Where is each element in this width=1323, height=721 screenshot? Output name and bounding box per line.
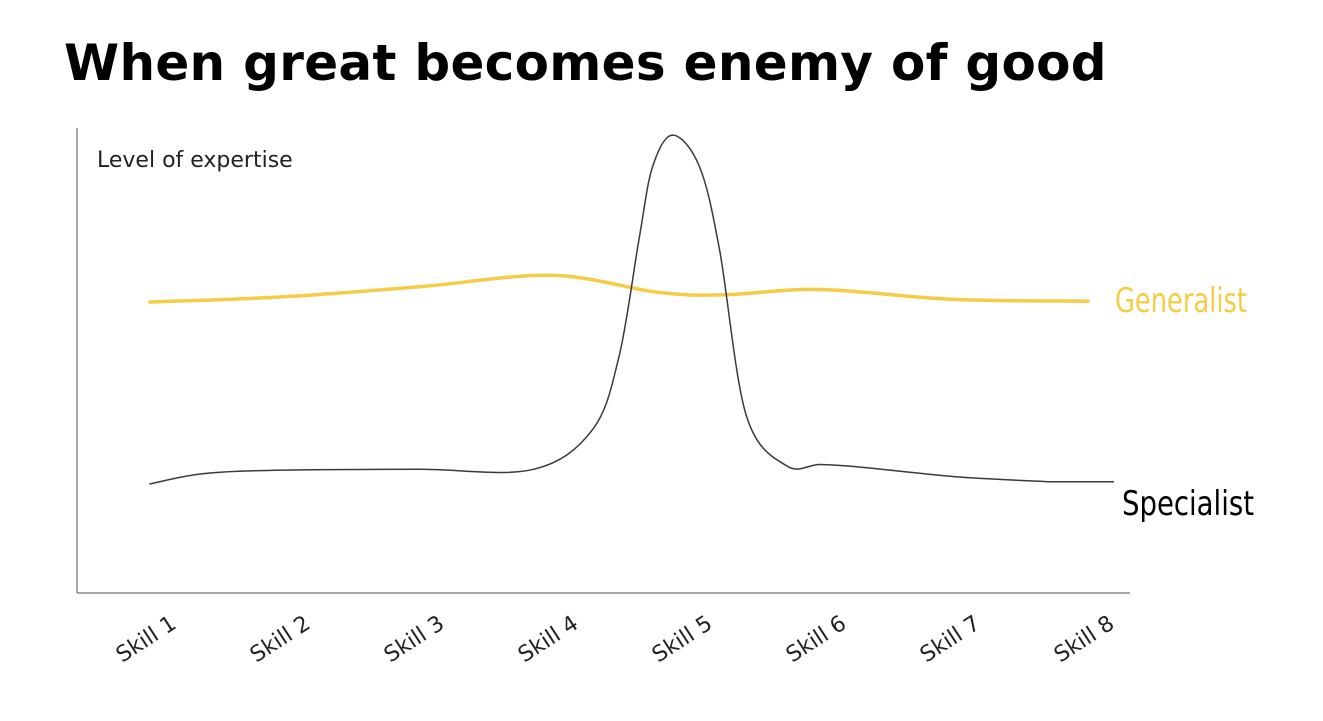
- chart-axes: [76, 128, 1130, 594]
- x-tick-label-4: Skill 4: [514, 611, 583, 668]
- x-tick-label-2: Skill 2: [246, 611, 315, 668]
- y-axis-label: Level of expertise: [97, 148, 293, 173]
- tick-label-layer: Skill 1 Skill 2 Skill 3 Skill 4 Skill 5 Skill…: [112, 611, 1119, 668]
- legend-label-generalist: Generalist: [1115, 281, 1247, 321]
- x-tick-label-8: Skill 8: [1050, 611, 1119, 668]
- x-tick-label-6: Skill 6: [782, 611, 851, 668]
- series-layer: [148, 134, 1114, 485]
- series-line-generalist: [148, 273, 1090, 304]
- x-tick-label-1: Skill 1: [112, 611, 181, 668]
- legend-layer: Generalist Specialist: [1115, 281, 1254, 524]
- page-title: When great becomes enemy of good: [64, 34, 1107, 92]
- series-line-specialist: [149, 134, 1049, 485]
- legend-label-specialist: Specialist: [1122, 484, 1254, 524]
- x-tick-label-3: Skill 3: [380, 611, 449, 668]
- x-tick-label-5: Skill 5: [648, 611, 717, 668]
- x-tick-label-7: Skill 7: [916, 611, 985, 668]
